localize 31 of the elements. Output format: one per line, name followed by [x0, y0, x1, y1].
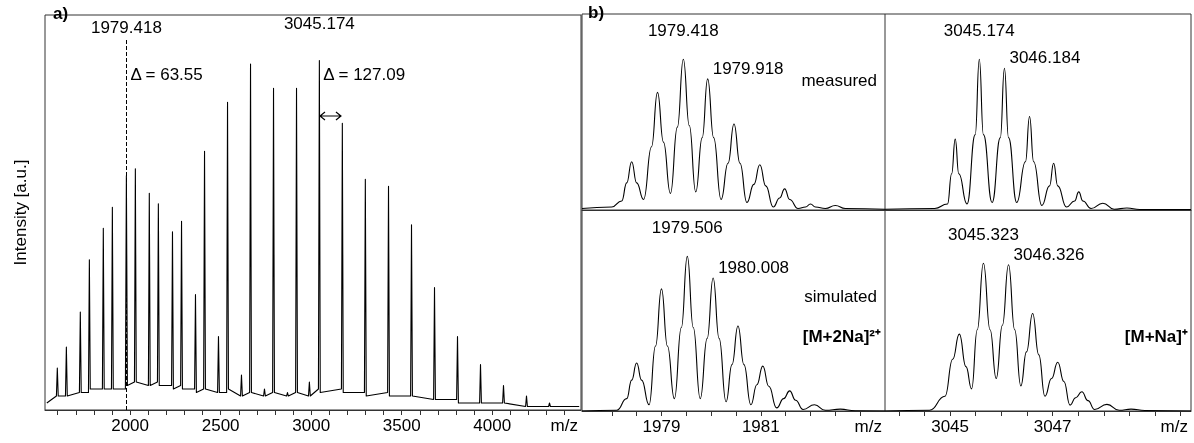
annotation: 3045.174 — [283, 14, 355, 34]
annotation: simulated — [804, 287, 877, 306]
x-axis-title: m/z — [1160, 417, 1188, 436]
annotation: [M+2Na]²⁺ — [802, 327, 881, 346]
x-tick-label: 1981 — [741, 417, 780, 436]
annotation: 3045.323 — [947, 225, 1019, 245]
x-tick-label: 3500 — [382, 416, 421, 435]
annotation: [M+Na]⁺ — [1124, 327, 1188, 346]
annotation: 1979.918 — [712, 58, 784, 78]
x-tick-label: 4000 — [473, 416, 512, 435]
x-tick-label: 1979 — [642, 417, 681, 436]
annotation: 3046.326 — [1013, 244, 1085, 264]
text: b) — [588, 3, 605, 22]
annotation: 1979.506 — [651, 218, 723, 238]
x-axis-title: m/z — [550, 416, 578, 435]
text: a) — [53, 4, 69, 23]
x-axis-title: m/z — [854, 417, 882, 436]
y-axis-title: Intensity [a.u.] — [10, 159, 30, 266]
x-tick-label: 3000 — [292, 416, 331, 435]
x-tick-label: 3047 — [1033, 417, 1072, 436]
x-tick-label: 2000 — [111, 416, 150, 435]
annotation: Δ = 127.09 — [323, 64, 406, 84]
annotation: 1979.418 — [647, 21, 719, 41]
annotation: 3045.174 — [943, 21, 1015, 41]
annotation: 3046.184 — [1009, 48, 1081, 68]
annotation: Δ = 63.55 — [130, 64, 203, 84]
x-tick-label: 2500 — [201, 416, 240, 435]
x-tick-label: 3045 — [931, 417, 970, 436]
annotation: measured — [801, 71, 877, 90]
ref-line-label: 1979.418 — [90, 18, 162, 38]
annotation: 1980.008 — [718, 258, 790, 278]
